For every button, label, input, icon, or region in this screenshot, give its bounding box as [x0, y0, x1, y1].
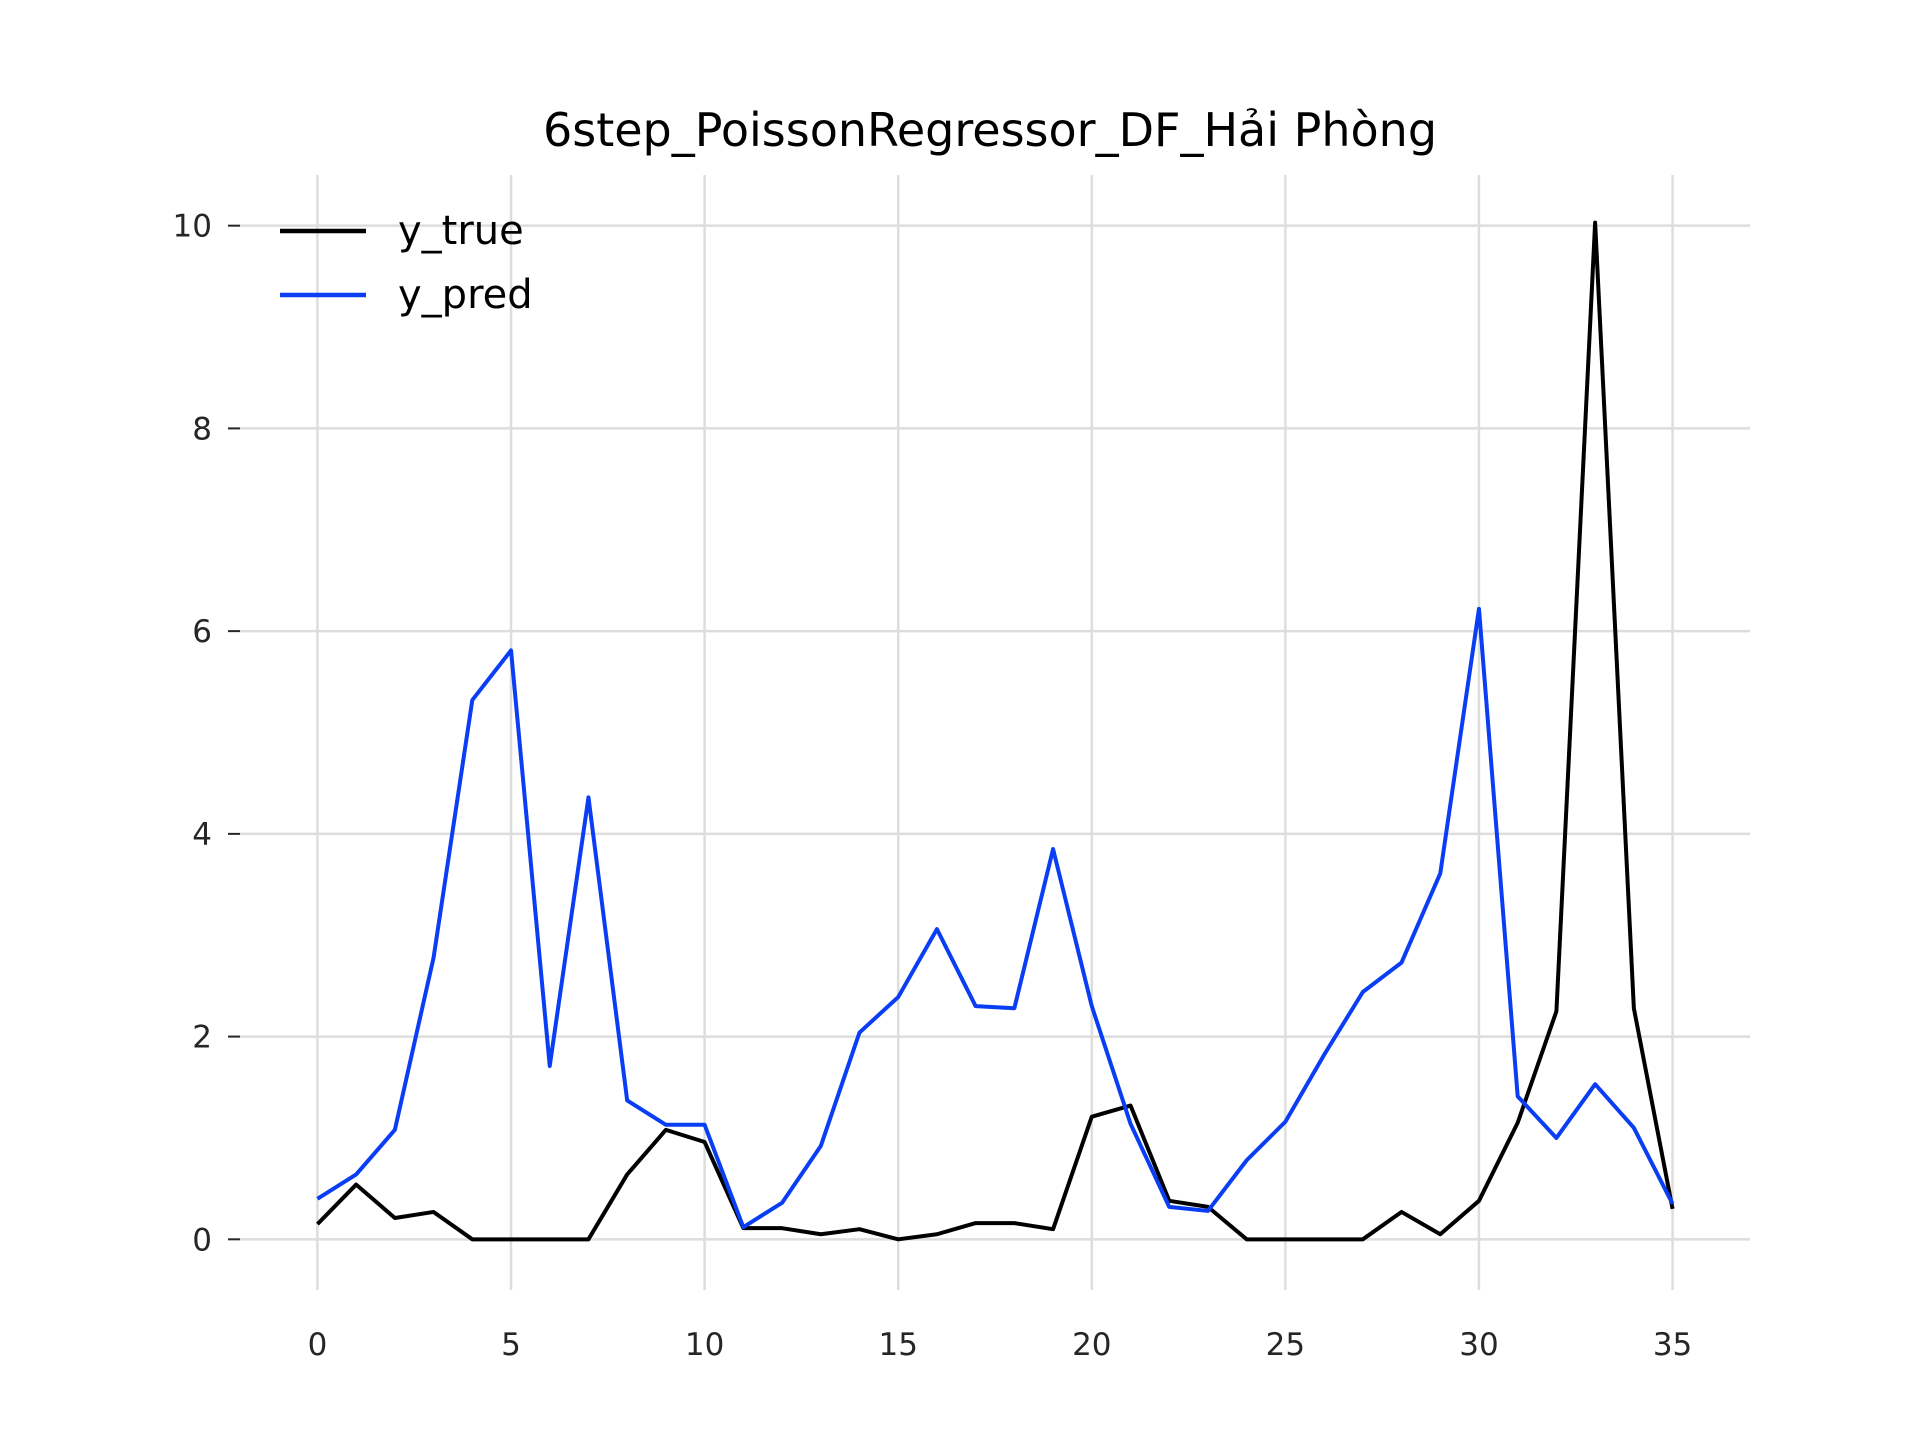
grid [240, 175, 1750, 1290]
x-tick-label: 15 [878, 1327, 917, 1363]
series-lines [316, 220, 1675, 1242]
x-tick-label: 30 [1459, 1327, 1498, 1363]
y-tick-label: 2 [192, 1020, 212, 1056]
legend-label-y-true: y_true [398, 208, 524, 254]
y-tick-label: 6 [192, 614, 212, 650]
y-tick-label: 8 [192, 411, 212, 447]
x-tick-label: 10 [685, 1327, 724, 1363]
x-tick-label: 0 [308, 1327, 328, 1363]
x-tick-label: 5 [501, 1327, 521, 1363]
x-tick-label: 35 [1653, 1327, 1692, 1363]
series-line-y-pred [316, 606, 1675, 1230]
y-tick-label: 0 [192, 1222, 212, 1258]
axes: 0 5 10 15 20 25 30 35 0 2 4 6 8 10 [173, 209, 1693, 1363]
y-tick-label: 10 [173, 209, 212, 245]
series-line-y-true [316, 220, 1675, 1242]
legend: y_true y_pred [280, 208, 533, 318]
chart-title: 6step_PoissonRegressor_DF_Hải Phòng [543, 103, 1437, 157]
x-tick-label: 25 [1266, 1327, 1305, 1363]
legend-label-y-pred: y_pred [398, 272, 533, 318]
x-tick-label: 20 [1072, 1327, 1111, 1363]
y-tick-label: 4 [192, 817, 212, 853]
